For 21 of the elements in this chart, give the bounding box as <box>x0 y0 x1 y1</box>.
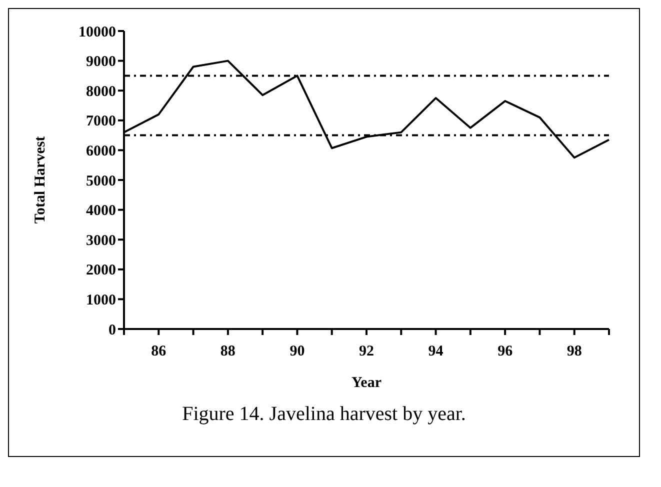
x-tick-label: 90 <box>290 344 305 360</box>
y-tick-label: 9000 <box>86 54 116 70</box>
y-tick-label: 0 <box>108 322 116 338</box>
y-tick-label: 7000 <box>86 114 116 130</box>
caption: Figure 14. Javelina harvest by year. <box>181 402 467 427</box>
y-tick-label: 8000 <box>86 84 116 100</box>
y-axis-title: Total Harvest <box>32 136 48 224</box>
x-tick-label: 96 <box>498 344 514 360</box>
x-tick-label: 92 <box>359 344 374 360</box>
y-tick-label: 1000 <box>86 292 116 309</box>
x-tick-label: 88 <box>220 344 236 360</box>
y-tick-label: 6000 <box>86 144 116 160</box>
y-tick-label: 2000 <box>86 262 116 279</box>
y-tick-label: 10000 <box>78 24 116 40</box>
y-tick-label: 3000 <box>86 232 116 249</box>
x-axis-title: Year <box>352 375 382 391</box>
y-tick-label: 5000 <box>86 173 116 190</box>
y-tick-label: 4000 <box>86 203 116 220</box>
x-tick-label: 86 <box>151 344 167 360</box>
x-tick-label: 94 <box>428 344 444 360</box>
x-tick-label: 98 <box>566 344 582 360</box>
